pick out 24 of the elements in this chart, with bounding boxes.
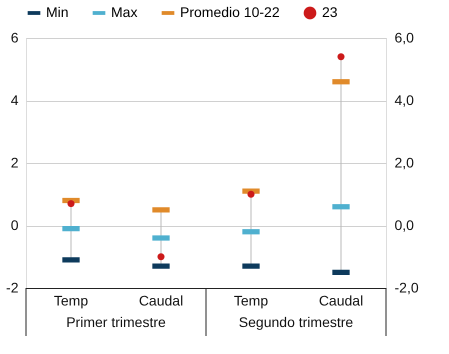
y2-tick-label: 0,0: [394, 217, 414, 233]
x-tick-label: Temp: [234, 292, 268, 308]
y-tick-label: -2: [6, 280, 19, 296]
y2-tick-label: 4,0: [394, 92, 414, 108]
text: Primer trimestre: [66, 314, 166, 330]
y-tick-label: 4: [10, 92, 19, 108]
text: Segundo trimestre: [238, 314, 354, 330]
legend-label: Promedio 10-22: [180, 4, 280, 20]
y-tick-label: 0: [10, 217, 19, 233]
x-tick-label: Caudal: [138, 292, 184, 308]
point: [157, 253, 165, 260]
legend-label: 23: [322, 4, 338, 20]
y2-tick-label: -2,0: [394, 280, 419, 296]
x-tick-label: Caudal: [318, 292, 364, 308]
point: [67, 200, 75, 208]
y-tick-label: 2: [10, 154, 19, 170]
y-tick-label: 6: [10, 30, 19, 46]
legend-label: Min: [46, 4, 69, 20]
x-tick-label: Temp: [54, 292, 88, 308]
y2-tick-label: 6,0: [394, 30, 414, 46]
y2-tick-label: 2,0: [394, 154, 414, 170]
legend-label: Max: [111, 4, 138, 20]
point: [247, 190, 255, 198]
point: [337, 53, 345, 60]
